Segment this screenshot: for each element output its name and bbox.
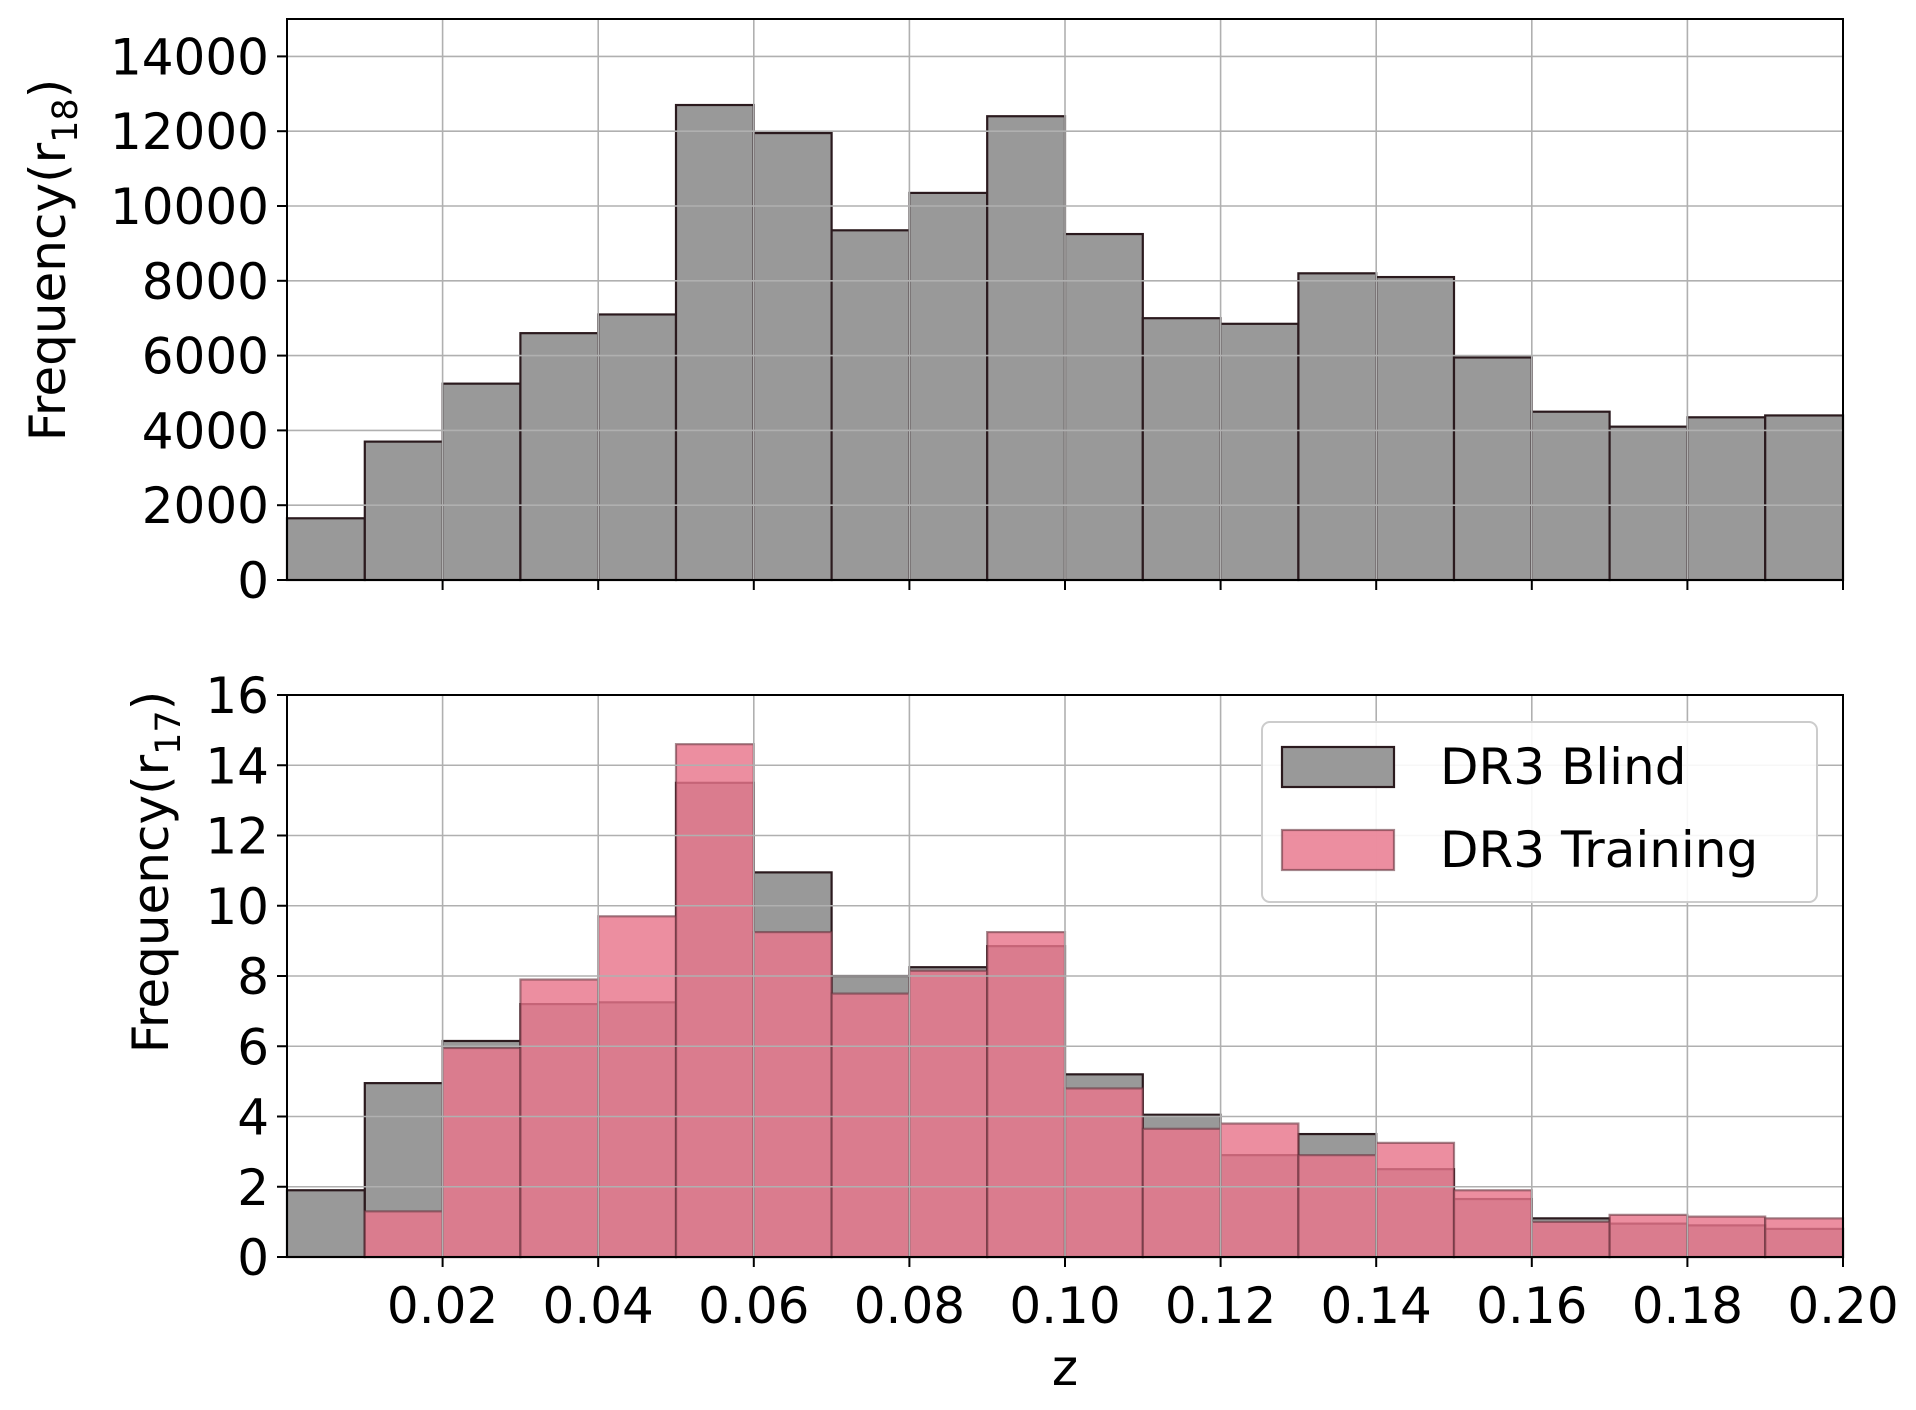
- bar-bin-19: [1764, 414, 1845, 582]
- bar-bin-6: [752, 131, 833, 582]
- x-tick-label: 0.18: [1632, 1277, 1743, 1335]
- bar-bin-15: [1452, 1189, 1533, 1259]
- bar-bin-2: [441, 382, 522, 582]
- x-tick-label: 0.02: [387, 1277, 498, 1335]
- bar-bin-3: [519, 978, 600, 1259]
- y-tick-label: 8: [237, 948, 269, 1006]
- y-axis-label-main: Frequency(r: [19, 142, 77, 441]
- y-tick-label: 10000: [110, 178, 269, 236]
- y-tick-label: 4000: [142, 402, 269, 460]
- bar-bin-13: [1297, 1154, 1378, 1259]
- y-tick-label: 6000: [142, 328, 269, 386]
- bar-bin-4: [597, 313, 678, 582]
- legend-swatch: [1280, 828, 1396, 872]
- bar-bin-7: [830, 992, 911, 1259]
- panel-bottom-r17: 0 2 4 6 8 10 12 14 16 0.02 0.04 0.06 0.08 0.10 0.12 0.1…: [122, 667, 1899, 1397]
- bar-bin-12: [1219, 322, 1300, 582]
- legend-label: DR3 Training: [1440, 821, 1758, 879]
- panel-top-r18: 0 2000 4000 6000 8000 10000 12000 14000 Frequenc…: [19, 18, 1845, 610]
- x-tick-label: 0.12: [1165, 1277, 1276, 1335]
- y-axis-label-main: Frequency(r: [122, 754, 180, 1053]
- x-tick-label: 0.04: [543, 1277, 654, 1335]
- bar-bin-5: [674, 743, 755, 1259]
- y-axis-label-sub: 17: [149, 710, 189, 755]
- bar-bin-16: [1530, 1220, 1611, 1259]
- bar-bin-10: [1063, 1087, 1144, 1259]
- legend-box: [1261, 721, 1818, 903]
- y-tick-label: 12: [205, 808, 269, 866]
- x-tick-label: 0.20: [1787, 1277, 1898, 1335]
- bar-bin-9: [986, 930, 1067, 1259]
- bar-bin-14: [1375, 1141, 1456, 1259]
- legend-label: DR3 Blind: [1440, 738, 1686, 796]
- grid-lines: [287, 19, 1843, 580]
- bar-bin-2: [441, 1046, 522, 1259]
- y-tick-label: 0: [237, 552, 269, 610]
- bar-bin-6: [752, 930, 833, 1259]
- bar-bin-8: [908, 191, 989, 582]
- y-tick-label: 2: [237, 1159, 269, 1217]
- y-tick-label: 12000: [110, 103, 269, 161]
- y-tick-label: 2000: [142, 477, 269, 535]
- bar-bin-16: [1530, 410, 1611, 582]
- legend-swatch: [1280, 745, 1396, 789]
- bar-bin-1: [363, 1210, 444, 1259]
- legend: DR3 Blind DR3 Training: [1261, 721, 1818, 903]
- x-tick-label: 0.06: [698, 1277, 809, 1335]
- bar-bin-17: [1608, 425, 1689, 582]
- y-tick-label: 8000: [142, 253, 269, 311]
- bar-bin-10: [1063, 232, 1144, 582]
- y-axis-label-sub: 18: [46, 98, 86, 143]
- bar-bin-3: [519, 332, 600, 582]
- x-tick-label: 0.16: [1476, 1277, 1587, 1335]
- bar-bin-9: [986, 115, 1067, 582]
- y-tick-label: 0: [237, 1229, 269, 1287]
- y-tick-label: 14: [205, 737, 269, 795]
- bar-bin-17: [1608, 1213, 1689, 1259]
- x-tick-label: 0.08: [854, 1277, 965, 1335]
- bar-bin-14: [1375, 275, 1456, 582]
- bar-bin-8: [908, 969, 989, 1259]
- bar-bin-18: [1686, 1215, 1767, 1259]
- y-tick-label: 4: [237, 1089, 269, 1147]
- bar-bin-13: [1297, 272, 1378, 582]
- x-tick-label: 0.14: [1321, 1277, 1432, 1335]
- y-axis-label: Frequency(r17): [122, 691, 189, 1053]
- bar-bin-19: [1764, 1217, 1845, 1259]
- bar-bin-11: [1141, 317, 1222, 582]
- y-tick-label: 14000: [110, 28, 269, 86]
- y-tick-label: 10: [205, 878, 269, 936]
- x-axis-label: z: [1052, 1339, 1078, 1397]
- y-axis-label-close: ): [19, 79, 77, 99]
- bar-bin-7: [830, 229, 911, 582]
- x-tick-label: 0.10: [1009, 1277, 1120, 1335]
- bar-bin-11: [1141, 1127, 1222, 1259]
- bar-bin-0: [285, 517, 366, 582]
- bar-bin-12: [1219, 1122, 1300, 1259]
- bar-bin-15: [1452, 356, 1533, 582]
- bar-bin-0: [285, 1189, 366, 1259]
- y-tick-label: 16: [205, 667, 269, 725]
- y-axis-label-close: ): [122, 691, 180, 711]
- bar-bin-5: [674, 103, 755, 582]
- bar-bin-4: [597, 915, 678, 1259]
- bar-bin-1: [363, 440, 444, 582]
- y-axis-label: Frequency(r18): [19, 79, 86, 441]
- bar-bin-18: [1686, 416, 1767, 582]
- y-tick-label: 6: [237, 1018, 269, 1076]
